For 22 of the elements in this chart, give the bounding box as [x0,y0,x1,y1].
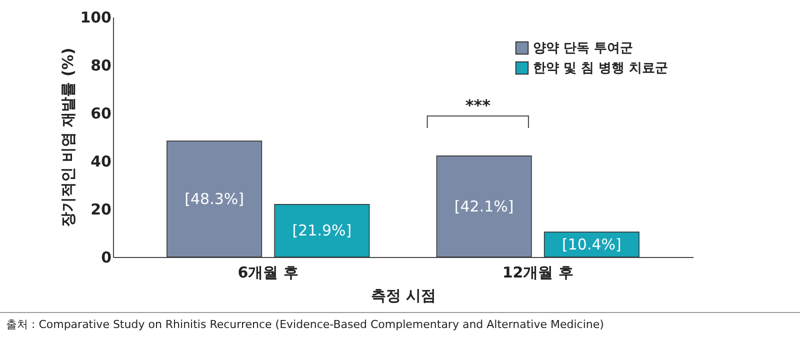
legend-label: 한약 및 침 병행 치료군 [533,61,668,76]
source-note: 출처 : Comparative Study on Rhinitis Recurrence (Evidence-Based Complementary and Alternative Medicine) [0,312,800,336]
y-axis-title: 장기적인 비염 재발률 (%) [59,48,78,228]
data-label: [21.9%] [292,222,352,240]
bar [166,140,262,258]
y-tick-label: 0 [101,248,112,266]
data-label: [48.3%] [184,190,244,208]
bar [274,204,370,258]
y-tick-label: 100 [80,8,112,26]
annotation: *** [465,96,492,115]
y-tick-label: 80 [90,56,112,74]
bar [544,232,640,258]
y-tick-label: 60 [90,104,112,122]
data-label: [42.1%] [454,197,514,216]
y-tick-label: 40 [90,152,112,170]
legend-label: 양약 단독 투여군 [533,41,634,56]
bar [436,156,532,258]
y-tick-label: 20 [90,200,112,218]
x-tick-label: 12개월 후 [502,264,574,282]
x-axis-title: 측정 시점 [370,286,436,304]
x-tick-label: 6개월 후 [238,264,298,282]
data-label: [10.4%] [562,236,622,254]
